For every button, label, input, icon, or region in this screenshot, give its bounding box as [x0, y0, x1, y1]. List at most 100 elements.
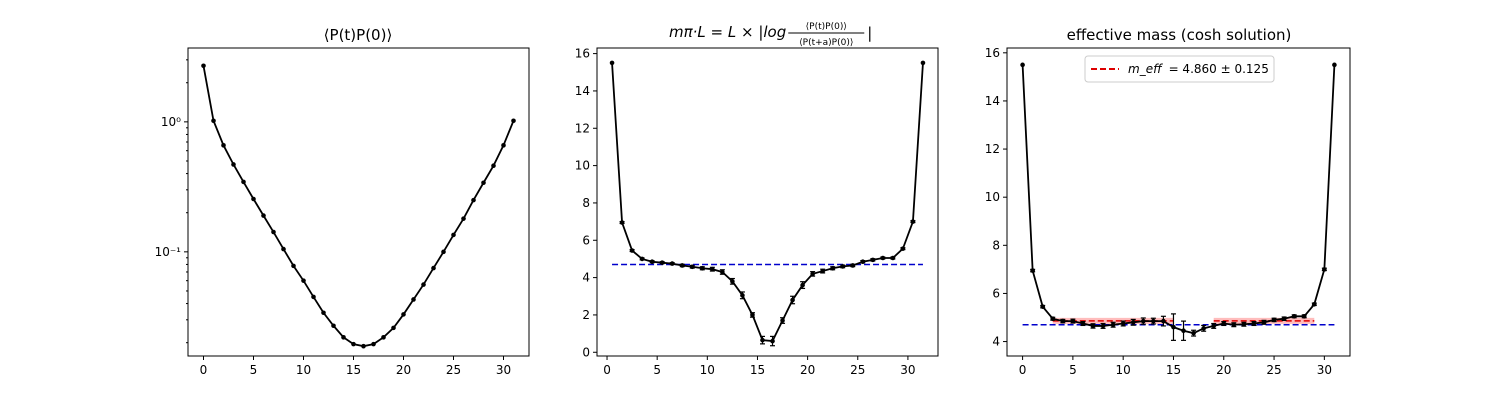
data-point: [649, 259, 655, 265]
x-tick-label: 10: [1116, 363, 1131, 377]
data-point: [1130, 320, 1136, 325]
data-point: [491, 163, 496, 168]
data-point: [870, 257, 876, 263]
data-point: [1261, 320, 1267, 325]
data-point: [291, 263, 296, 269]
data-point: [501, 143, 506, 148]
y-tick-label: 6: [582, 233, 590, 247]
effective-mass-title: effective mass (cosh solution): [1067, 26, 1292, 44]
legend: m_eff = 4.860 ± 0.125: [1084, 55, 1275, 83]
series-line: [1021, 64, 1336, 335]
data-point: [1090, 323, 1096, 329]
data-point: [740, 293, 745, 298]
data-point: [281, 246, 286, 252]
data-point: [1221, 321, 1227, 326]
mpi-L-title: mπ·L = L × |log: [669, 23, 786, 41]
y-tick-label: 10: [575, 159, 590, 173]
data-point: [890, 255, 896, 261]
data-point: [900, 246, 906, 251]
mpi-L-title-denominator: ⟨P(t+a)P(0)⟩: [799, 38, 853, 48]
data-point: [669, 261, 675, 266]
data-point: [880, 255, 886, 261]
data-point: [609, 60, 615, 66]
data-point: [1060, 318, 1066, 324]
mpi-L-panel: mπ·L = L × |log ⟨P(t)P(0)⟩ ⟨P(t+a)P(0)⟩ …: [575, 22, 939, 377]
data-point: [341, 335, 346, 340]
data-point: [1151, 318, 1156, 324]
data-point: [760, 337, 765, 343]
data-point: [619, 220, 625, 225]
mpi-L-title-numerator: ⟨P(t)P(0)⟩: [806, 22, 847, 32]
x-tick-label: 5: [1069, 363, 1077, 377]
data-point: [820, 268, 825, 274]
data-point: [381, 335, 386, 340]
series-line: [202, 65, 515, 348]
x-tick-label: 20: [396, 363, 411, 377]
data-point: [361, 343, 366, 349]
data-point: [800, 282, 805, 288]
y-tick-label: 12: [985, 142, 1000, 156]
legend-symbol: m_eff: [1128, 62, 1163, 76]
data-point: [421, 282, 426, 287]
data-point: [700, 265, 705, 271]
data-point: [689, 264, 695, 270]
data-point: [1241, 321, 1247, 327]
data-point: [1191, 330, 1196, 336]
data-point: [1301, 313, 1307, 319]
correlator-panel: ⟨P(t)P(0)⟩ 0 5 10 15 20 25 30 10⁰ 10⁻¹: [155, 26, 530, 377]
data-point: [780, 318, 785, 323]
data-point: [850, 263, 856, 268]
data-point: [840, 264, 846, 269]
x-tick-label: 30: [1317, 363, 1332, 377]
data-point: [1100, 323, 1106, 329]
x-tick-label: 20: [1216, 363, 1231, 377]
data-point: [1050, 316, 1056, 322]
data-point: [511, 118, 516, 124]
x-tick-label: 10: [700, 363, 715, 377]
data-point: [311, 294, 316, 300]
data-point: [1231, 322, 1237, 328]
y-tick-label: 8: [992, 238, 1000, 252]
data-point: [451, 232, 456, 238]
y-tick-label: 16: [575, 47, 590, 61]
data-point: [629, 248, 635, 253]
x-tick-label: 30: [900, 363, 915, 377]
data-point: [441, 249, 446, 255]
data-point: [1201, 326, 1206, 331]
y-tick-label: 6: [992, 286, 1000, 300]
data-point: [431, 265, 436, 271]
data-point: [790, 297, 795, 303]
data-point: [720, 269, 725, 275]
data-point: [1070, 318, 1076, 324]
data-point: [770, 338, 775, 344]
data-point: [321, 310, 326, 316]
data-point: [1161, 318, 1166, 324]
data-point: [1332, 62, 1337, 68]
y-tick-label: 12: [575, 121, 590, 135]
data-point: [920, 60, 926, 66]
data-point: [1040, 304, 1046, 309]
axes-frame: [187, 47, 530, 357]
data-point: [730, 279, 735, 284]
correlator-title: ⟨P(t)P(0)⟩: [324, 26, 393, 44]
data-point: [1311, 301, 1317, 307]
data-point: [301, 278, 306, 283]
y-tick-label: 10⁰: [161, 115, 181, 129]
data-point: [1322, 267, 1327, 272]
data-point: [1171, 324, 1176, 330]
y-tick-label: 16: [985, 46, 1000, 60]
data-point: [810, 271, 815, 277]
y-tick-label: 14: [985, 94, 1000, 108]
data-point: [639, 256, 645, 262]
data-point: [1030, 268, 1035, 273]
x-tick-label: 25: [850, 363, 865, 377]
data-point: [461, 216, 466, 221]
axes-frame: [596, 47, 939, 357]
y-tick-label: 10⁻¹: [155, 245, 182, 259]
data-point: [1110, 322, 1116, 328]
data-point: [481, 180, 486, 186]
data-point: [391, 325, 396, 331]
x-tick-label: 10: [296, 363, 311, 377]
data-point: [679, 263, 685, 268]
